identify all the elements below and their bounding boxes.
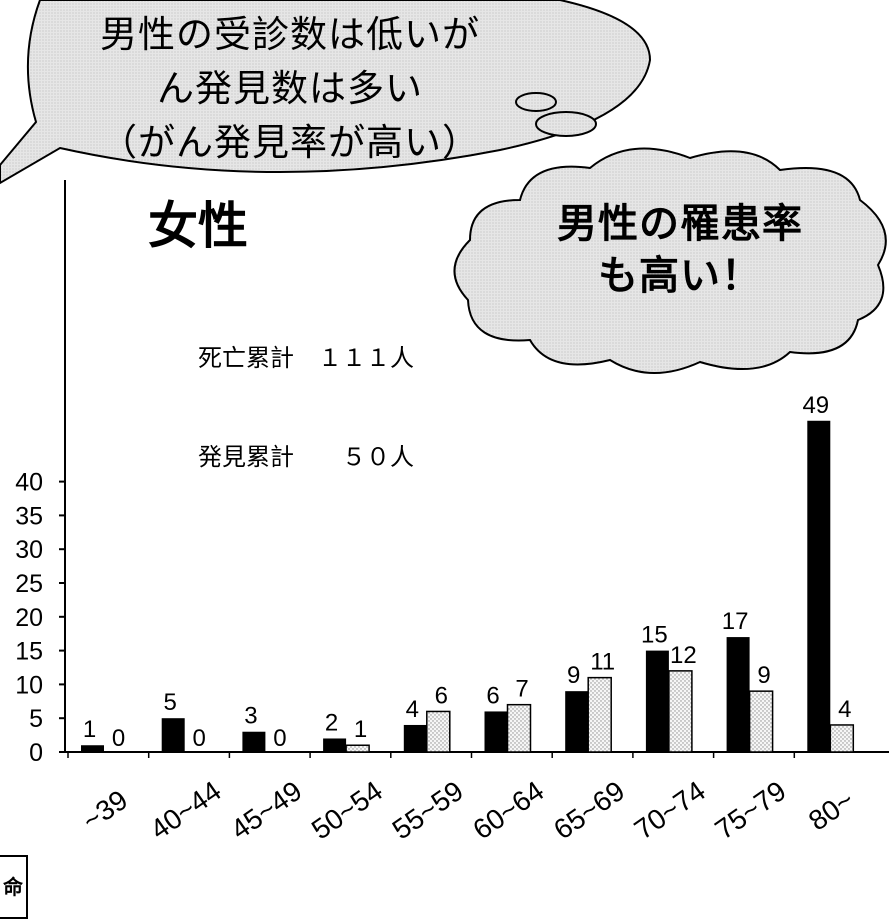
x-tick-label: 60~64 <box>467 775 549 846</box>
x-tick-label: 50~54 <box>306 775 388 846</box>
cloud-line: 男性の罹患率 <box>557 201 803 247</box>
y-tick-label: 25 <box>15 570 43 598</box>
bar-series-2 <box>345 744 370 753</box>
y-tick-label: 0 <box>29 739 43 767</box>
y-tick-label: 30 <box>15 536 43 564</box>
bar-series-1 <box>565 691 589 752</box>
x-tick-label: 40~44 <box>145 775 227 846</box>
x-tick-label: 45~49 <box>225 775 307 846</box>
bar-series-2 <box>426 710 451 753</box>
bar-series-2 <box>748 690 774 753</box>
y-tick-label: 20 <box>15 604 43 632</box>
y-tick-label: 10 <box>15 671 43 699</box>
data-label: 9 <box>567 662 580 689</box>
callout-line: ん発見数は多い <box>157 67 423 110</box>
data-label: 2 <box>325 709 338 736</box>
bar-series-1 <box>645 650 669 752</box>
y-tick-label: 35 <box>15 502 43 530</box>
chart-title: 女性 <box>148 197 248 255</box>
data-label: 0 <box>112 725 125 752</box>
data-label: 0 <box>193 725 206 752</box>
data-label: 3 <box>244 703 257 730</box>
data-label: 9 <box>757 662 770 689</box>
y-tick-label: 5 <box>29 705 43 733</box>
bar-series-1 <box>323 738 347 752</box>
bar-series-1 <box>484 711 508 752</box>
data-label: 1 <box>354 716 367 743</box>
bar-series-2 <box>829 724 855 753</box>
data-label: 5 <box>164 689 177 716</box>
data-label: 6 <box>486 682 499 709</box>
death-total: 死亡累計 １１１人 <box>198 344 414 372</box>
bar-series-1 <box>242 731 266 752</box>
bar-series-1 <box>81 745 104 752</box>
bar-series-2 <box>668 670 693 753</box>
x-tick-label: 75~79 <box>709 775 791 846</box>
x-tick-label: 65~69 <box>548 775 630 846</box>
callout-line: （がん発見率が高い） <box>100 121 480 164</box>
data-label: 11 <box>590 649 615 676</box>
bar-series-1 <box>403 724 427 752</box>
found-total: 発見累計 ５０人 <box>198 443 414 471</box>
bar-series-1 <box>807 420 831 752</box>
x-tick-label: 70~74 <box>629 775 711 846</box>
cloud-line: も高い！ <box>598 253 762 299</box>
data-label: 15 <box>641 622 668 649</box>
y-tick-label: 15 <box>15 638 43 666</box>
x-tick-label: ~39 <box>77 784 134 837</box>
speech-callout: 男性の受診数は低いが ん発見数は多い （がん発見率が高い） <box>30 8 550 170</box>
data-label: 4 <box>406 696 419 723</box>
data-label: 0 <box>273 725 286 752</box>
data-label: 12 <box>670 642 697 669</box>
data-label: 17 <box>722 608 749 635</box>
bar-series-1 <box>161 718 185 752</box>
cloud-callout: 男性の罹患率 も高い！ <box>520 198 840 302</box>
x-tick-label: 80~ <box>803 784 860 837</box>
thought-bubble-medium <box>535 111 597 137</box>
bar-series-2 <box>506 703 532 753</box>
thought-bubble-small <box>515 92 557 112</box>
data-label: 7 <box>515 676 528 703</box>
data-label: 1 <box>83 716 96 743</box>
left-cut-label: 命 <box>0 855 28 919</box>
bar-series-2 <box>587 676 612 753</box>
data-label: 4 <box>838 696 851 723</box>
totals-box: 死亡累計 １１１人 発見累計 ５０人 <box>198 276 414 507</box>
bars-group <box>81 420 855 753</box>
speech-callout-shape <box>0 0 652 185</box>
bar-series-1 <box>726 637 750 752</box>
x-tick-label: 55~59 <box>387 775 469 846</box>
data-label: 6 <box>435 682 448 709</box>
cloud-shape <box>453 147 887 374</box>
y-tick-label: 40 <box>15 469 43 497</box>
data-label: 49 <box>802 392 829 419</box>
callout-line: 男性の受診数は低いが <box>100 13 480 56</box>
